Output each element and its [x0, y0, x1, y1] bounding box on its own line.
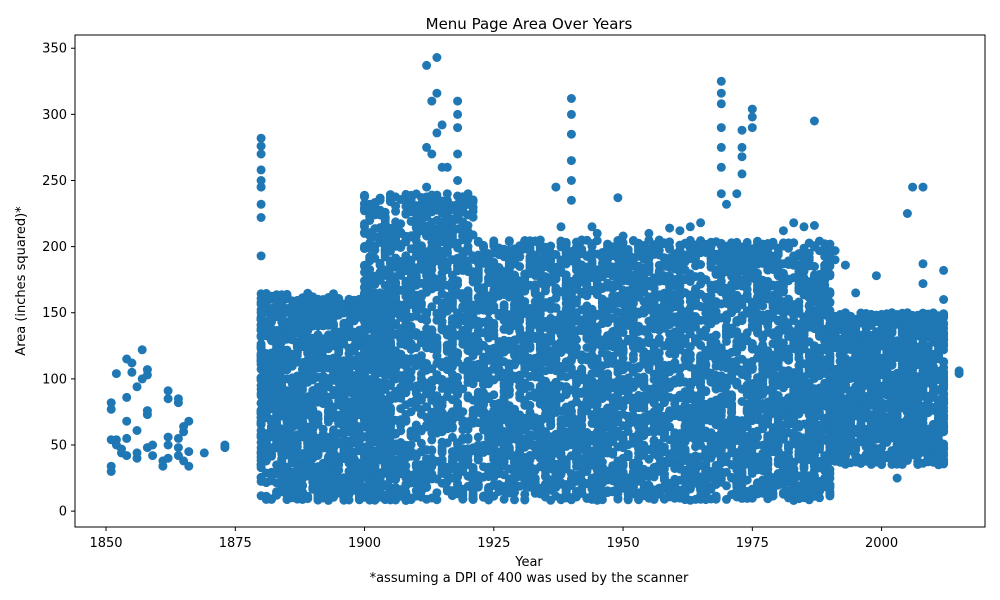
data-point: [644, 264, 654, 274]
data-point: [437, 455, 447, 465]
data-point: [623, 449, 633, 459]
data-point: [370, 245, 380, 255]
data-point: [453, 348, 463, 358]
data-point: [468, 495, 478, 504]
data-point: [427, 383, 437, 393]
data-point: [375, 195, 385, 205]
data-point: [520, 494, 530, 504]
data-point: [473, 432, 483, 442]
data-point: [313, 449, 323, 459]
data-point: [318, 424, 328, 434]
data-point: [427, 445, 437, 455]
data-point: [525, 341, 535, 351]
data-point: [468, 196, 478, 206]
data-point: [546, 420, 556, 430]
data-point: [577, 364, 587, 374]
data-point: [473, 275, 483, 285]
data-point: [396, 219, 406, 229]
data-point: [313, 413, 323, 423]
data-point: [603, 369, 613, 379]
data-point: [370, 462, 380, 472]
data-point: [613, 494, 623, 504]
data-point: [458, 490, 468, 500]
data-point: [447, 297, 457, 307]
data-point: [432, 342, 442, 352]
data-point: [422, 483, 432, 492]
data-point: [298, 480, 307, 490]
data-point: [504, 237, 514, 247]
data-point: [416, 300, 426, 310]
data-point: [504, 389, 514, 399]
data-point: [592, 326, 602, 336]
data-point: [360, 190, 369, 200]
data-point: [639, 377, 649, 387]
data-point: [303, 493, 313, 503]
data-point: [458, 407, 468, 417]
data-point: [427, 265, 437, 275]
data-point: [344, 495, 354, 505]
data-point: [499, 302, 509, 312]
data-point: [292, 442, 302, 452]
data-point: [292, 351, 302, 360]
data-point: [468, 212, 478, 222]
data-point: [334, 294, 344, 303]
data-point: [422, 316, 432, 326]
data-point: [329, 319, 338, 329]
data-point: [427, 325, 437, 335]
data-point: [375, 379, 385, 389]
data-point: [463, 221, 473, 230]
data-point: [447, 423, 457, 433]
data-point: [432, 488, 442, 498]
data-point: [463, 434, 473, 444]
data-point: [385, 406, 395, 416]
data-points: [106, 53, 964, 505]
data-point: [272, 417, 282, 427]
data-point: [380, 212, 390, 222]
data-point: [401, 416, 411, 426]
data-point: [561, 237, 571, 247]
data-point: [489, 390, 499, 400]
data-point: [628, 354, 638, 364]
data-point: [453, 280, 463, 289]
data-point: [468, 463, 478, 472]
data-point: [618, 461, 628, 471]
data-point: [453, 372, 463, 382]
data-point: [572, 335, 581, 345]
data-point: [437, 445, 447, 455]
chart-title: Menu Page Area Over Years: [426, 15, 633, 33]
data-point: [618, 347, 628, 357]
data-point: [479, 240, 488, 250]
data-point: [453, 398, 463, 408]
data-point: [597, 457, 607, 467]
